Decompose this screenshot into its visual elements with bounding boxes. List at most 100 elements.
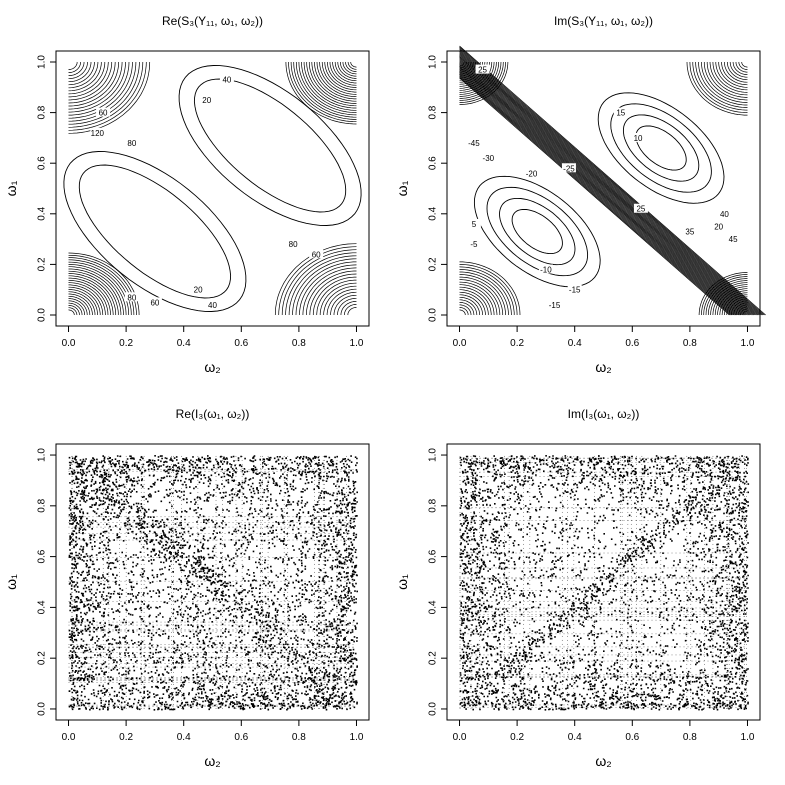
- contour-line: [459, 279, 501, 315]
- contour-line: [459, 57, 753, 316]
- contour-line: [68, 307, 78, 315]
- contour-label: 60: [150, 298, 159, 307]
- contour-line: [724, 61, 748, 83]
- contour-line: [459, 302, 475, 315]
- y-tick-label: 0.8: [37, 105, 48, 119]
- contour-line: [68, 277, 111, 316]
- contour-line: [68, 261, 130, 316]
- contour-line: [459, 74, 734, 316]
- contour-line: [459, 307, 469, 316]
- contour-line: [459, 61, 497, 95]
- contour-line: [68, 61, 78, 70]
- contour-line: [303, 62, 357, 109]
- y-tick-label: 0.6: [37, 156, 48, 170]
- contour-label: 40: [222, 76, 231, 85]
- contour-label-bg: [466, 137, 481, 147]
- contour-label-bg: [524, 168, 539, 178]
- contour-label-bg: [466, 239, 481, 249]
- contour-line: [68, 62, 133, 119]
- contour-line: [68, 279, 109, 316]
- contour-line: [459, 52, 759, 316]
- y-axis-label: ω₁: [3, 180, 19, 196]
- x-axis-label: ω₂: [204, 359, 220, 375]
- contour-line: [68, 61, 116, 104]
- contour-line: [740, 308, 748, 315]
- y-tick-label: 0.8: [428, 498, 439, 512]
- contour-line: [293, 61, 357, 118]
- contour-line: [705, 278, 748, 316]
- contour-line: [308, 62, 357, 104]
- contour-line: [312, 276, 357, 315]
- y-tick-label: 1.0: [428, 55, 439, 69]
- contour-line: [499, 197, 576, 266]
- contour-line: [701, 61, 748, 103]
- contour-line: [459, 309, 466, 315]
- x-tick-label: 1.0: [741, 732, 755, 743]
- contour-line: [459, 70, 738, 316]
- contour-label-bg: [481, 153, 496, 163]
- contour-line: [459, 48, 764, 316]
- x-tick-label: 0.2: [510, 732, 524, 743]
- contour-line: [459, 274, 506, 316]
- contour-line: [715, 62, 748, 91]
- contour-line: [330, 291, 357, 315]
- contour-line: [622, 114, 700, 182]
- contour-line: [459, 62, 467, 69]
- x-tick-label: 0.8: [292, 338, 306, 349]
- contour-line: [459, 266, 515, 315]
- contour-line: [459, 264, 518, 316]
- y-tick-label: 0.0: [428, 308, 439, 322]
- contour-line: [459, 261, 521, 316]
- contour-line: [742, 310, 748, 315]
- contour-line: [344, 304, 357, 315]
- contour-label: -15: [549, 301, 561, 310]
- contour-line: [68, 62, 95, 86]
- contour-line: [459, 296, 481, 316]
- contour-line: [707, 280, 748, 316]
- contour-line: [701, 274, 748, 316]
- y-tick-label: 0.2: [428, 257, 439, 271]
- contour-line: [459, 62, 747, 316]
- contour-line: [712, 61, 748, 93]
- contour-label: -5: [470, 240, 478, 249]
- contour-line: [712, 284, 748, 316]
- contour-label: 20: [714, 222, 723, 231]
- contour-line: [459, 62, 474, 75]
- contour-line: [724, 294, 748, 316]
- contour-line: [68, 270, 119, 315]
- contour-label-bg: [567, 284, 582, 294]
- contour-line: [68, 295, 91, 315]
- contour-line: [692, 62, 748, 111]
- contour-line: [78, 164, 232, 299]
- y-tick-label: 0.2: [428, 651, 439, 665]
- contour-label: -15: [569, 286, 581, 295]
- contour-line: [68, 62, 126, 113]
- contour-line: [68, 286, 101, 315]
- x-tick-label: 0.0: [62, 338, 76, 349]
- contour-line: [68, 305, 80, 316]
- contour-label-bg: [309, 249, 324, 259]
- contour-line: [333, 294, 357, 315]
- contour-line: [321, 61, 357, 93]
- y-tick-label: 0.4: [37, 600, 48, 614]
- contour-label-bg: [717, 208, 732, 218]
- contour-line: [311, 61, 357, 102]
- contour-line: [316, 279, 357, 316]
- contour-line: [68, 268, 122, 315]
- contour-line: [193, 78, 347, 213]
- contour-line: [68, 62, 92, 83]
- contour-line: [459, 59, 751, 316]
- contour-line: [288, 255, 357, 316]
- x-tick-label: 0.8: [292, 732, 306, 743]
- x-tick-label: 0.6: [625, 732, 639, 743]
- contour-line: [709, 61, 748, 96]
- contour-line: [68, 62, 119, 107]
- y-tick-label: 0.0: [37, 702, 48, 716]
- contour-line: [459, 49, 762, 316]
- contour-line: [459, 46, 765, 316]
- x-tick-label: 0.0: [453, 338, 467, 349]
- contour-label: -10: [540, 265, 552, 274]
- contour-line: [459, 73, 735, 316]
- contour-line: [459, 281, 498, 316]
- contour-line: [459, 58, 752, 316]
